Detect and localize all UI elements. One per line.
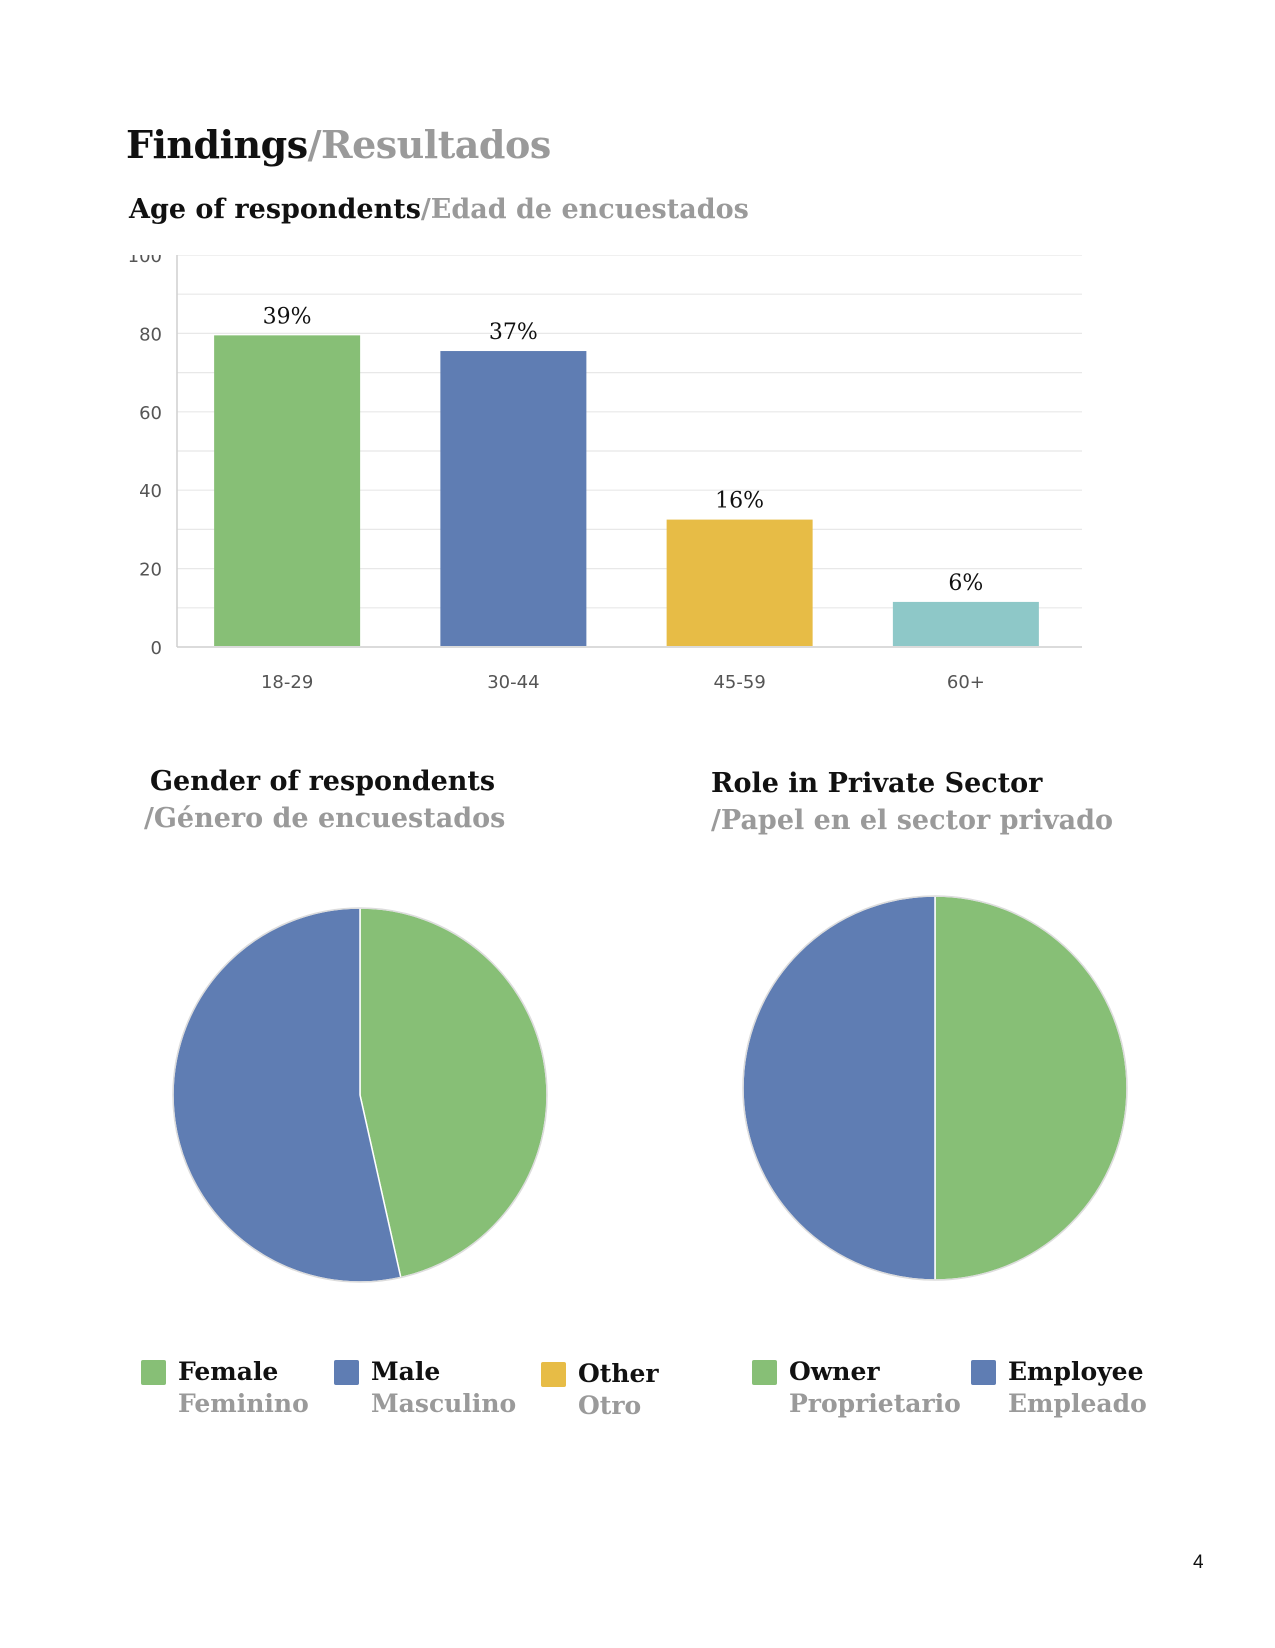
gender-section-title-es: /Género de encuestados bbox=[144, 803, 506, 834]
x-tick-label: 30-44 bbox=[487, 672, 539, 693]
bar-data-label: 37% bbox=[489, 320, 538, 345]
bar-data-label: 39% bbox=[263, 304, 312, 329]
legend-label-female: Female bbox=[178, 1357, 279, 1386]
role-pie-chart bbox=[742, 895, 1128, 1281]
legend-item-other: Other Otro bbox=[541, 1358, 659, 1422]
legend-swatch-employee bbox=[971, 1360, 996, 1385]
y-tick-label: 0 bbox=[151, 638, 162, 659]
findings-heading: Findings/Resultados bbox=[126, 122, 551, 167]
legend-label-feminino: Feminino bbox=[178, 1389, 309, 1418]
legend-label-owner: Owner bbox=[789, 1357, 880, 1386]
legend-swatch-female bbox=[141, 1360, 166, 1385]
gender-section-title-en: Gender of respondents bbox=[150, 766, 496, 797]
legend-item-owner: Owner Proprietario bbox=[752, 1356, 961, 1420]
pie-slice-employee bbox=[742, 895, 936, 1281]
pie-outline bbox=[172, 907, 548, 1283]
bar-data-label: 16% bbox=[715, 489, 764, 514]
legend-swatch-male bbox=[334, 1360, 359, 1385]
pie-outline bbox=[742, 895, 1128, 1281]
findings-heading-en: Findings bbox=[126, 122, 308, 167]
gender-section-title: Gender of respondents /Género de encuest… bbox=[144, 763, 505, 837]
bar-data-label: 6% bbox=[948, 571, 983, 596]
bar-18-29 bbox=[214, 335, 361, 646]
legend-label-empleado: Empleado bbox=[1008, 1389, 1147, 1418]
gender-pie-chart bbox=[172, 907, 548, 1283]
bar-60+ bbox=[892, 601, 1039, 646]
role-section-title-es: /Papel en el sector privado bbox=[711, 805, 1114, 836]
legend-label-employee: Employee bbox=[1008, 1357, 1144, 1386]
legend-label-other: Other bbox=[578, 1359, 659, 1388]
y-tick-label: 100 bbox=[128, 255, 162, 267]
bar-30-44 bbox=[440, 351, 587, 646]
legend-swatch-owner bbox=[752, 1360, 777, 1385]
role-section-title: Role in Private Sector /Papel en el sect… bbox=[711, 765, 1113, 839]
y-tick-label: 40 bbox=[139, 481, 162, 502]
y-tick-label: 20 bbox=[139, 560, 162, 581]
legend-label-male: Male bbox=[371, 1357, 441, 1386]
age-bar-chart: 0 20 40 60 80 100 39% 18-29 37% 30-44 16% 45-59 6% 60… bbox=[128, 255, 1082, 693]
legend-swatch-other bbox=[541, 1362, 566, 1387]
pie-slice-owner bbox=[934, 895, 1128, 1281]
x-tick-label: 45-59 bbox=[713, 672, 765, 693]
page-number: 4 bbox=[1193, 1552, 1204, 1573]
y-tick-label: 60 bbox=[139, 403, 162, 424]
x-tick-label: 60+ bbox=[947, 672, 985, 693]
legend-item-employee: Employee Empleado bbox=[971, 1356, 1147, 1420]
role-section-title-en: Role in Private Sector bbox=[711, 768, 1043, 799]
bar-45-59 bbox=[666, 519, 813, 646]
legend-item-male: Male Masculino bbox=[334, 1356, 517, 1420]
legend-label-otro: Otro bbox=[578, 1391, 642, 1420]
x-tick-label: 18-29 bbox=[261, 672, 313, 693]
y-tick-label: 80 bbox=[139, 324, 162, 345]
age-section-title: Age of respondents/Edad de encuestados bbox=[129, 194, 749, 225]
age-section-title-en: Age of respondents bbox=[129, 194, 421, 225]
legend-label-proprietario: Proprietario bbox=[789, 1389, 961, 1418]
legend-label-masculino: Masculino bbox=[371, 1389, 517, 1418]
legend-item-female: Female Feminino bbox=[141, 1356, 309, 1420]
findings-heading-es: /Resultados bbox=[307, 122, 552, 167]
age-section-title-es: /Edad de encuestados bbox=[420, 194, 749, 225]
